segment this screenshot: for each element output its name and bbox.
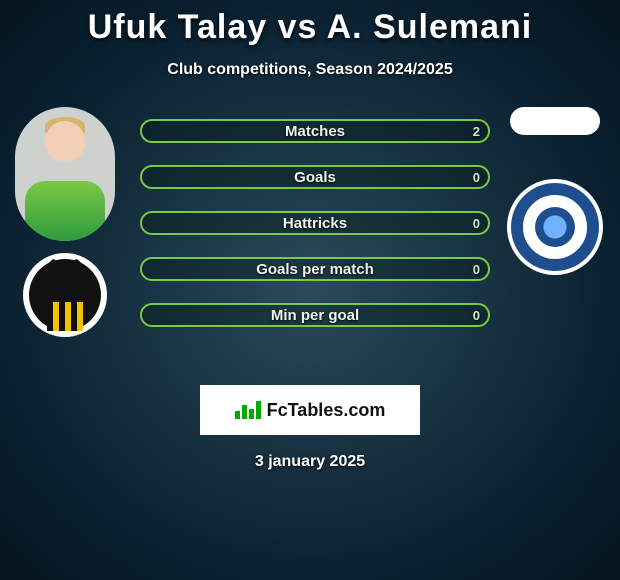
stat-bar-hattricks: Hattricks 0 <box>140 211 490 235</box>
stat-bar-goals: Goals 0 <box>140 165 490 189</box>
player2-club-badge <box>507 179 603 275</box>
player1-photo <box>15 107 115 241</box>
stat-bar-gpm: Goals per match 0 <box>140 257 490 281</box>
stat-label: Goals <box>294 169 336 186</box>
badge2-center <box>535 207 575 247</box>
stat-value: 0 <box>473 308 480 323</box>
stat-value: 0 <box>473 262 480 277</box>
page-subtitle: Club competitions, Season 2024/2025 <box>0 61 620 79</box>
player1-column <box>10 107 120 337</box>
date-label: 3 january 2025 <box>0 453 620 471</box>
stat-value: 0 <box>473 216 480 231</box>
player2-photo-placeholder <box>510 107 600 135</box>
bars-icon <box>235 401 261 419</box>
comparison-panel: Matches 2 Goals 0 Hattricks 0 Goals per … <box>0 107 620 367</box>
stat-label: Matches <box>285 123 345 140</box>
player1-club-badge <box>23 253 107 337</box>
stat-bar-mpg: Min per goal 0 <box>140 303 490 327</box>
badge1-inner <box>29 259 101 331</box>
stat-label: Hattricks <box>283 215 347 232</box>
stat-label: Goals per match <box>256 261 374 278</box>
stat-bars: Matches 2 Goals 0 Hattricks 0 Goals per … <box>140 119 490 349</box>
stat-value: 0 <box>473 170 480 185</box>
stat-value: 2 <box>473 124 480 139</box>
player1-head <box>45 121 85 161</box>
badge1-stripes <box>47 302 83 331</box>
player1-shirt <box>25 181 105 241</box>
brand-watermark: FcTables.com <box>200 385 420 435</box>
stat-bar-matches: Matches 2 <box>140 119 490 143</box>
stat-label: Min per goal <box>271 307 359 324</box>
player2-column <box>505 107 605 275</box>
brand-text: FcTables.com <box>267 400 386 421</box>
page-title: Ufuk Talay vs A. Sulemani <box>0 0 620 47</box>
